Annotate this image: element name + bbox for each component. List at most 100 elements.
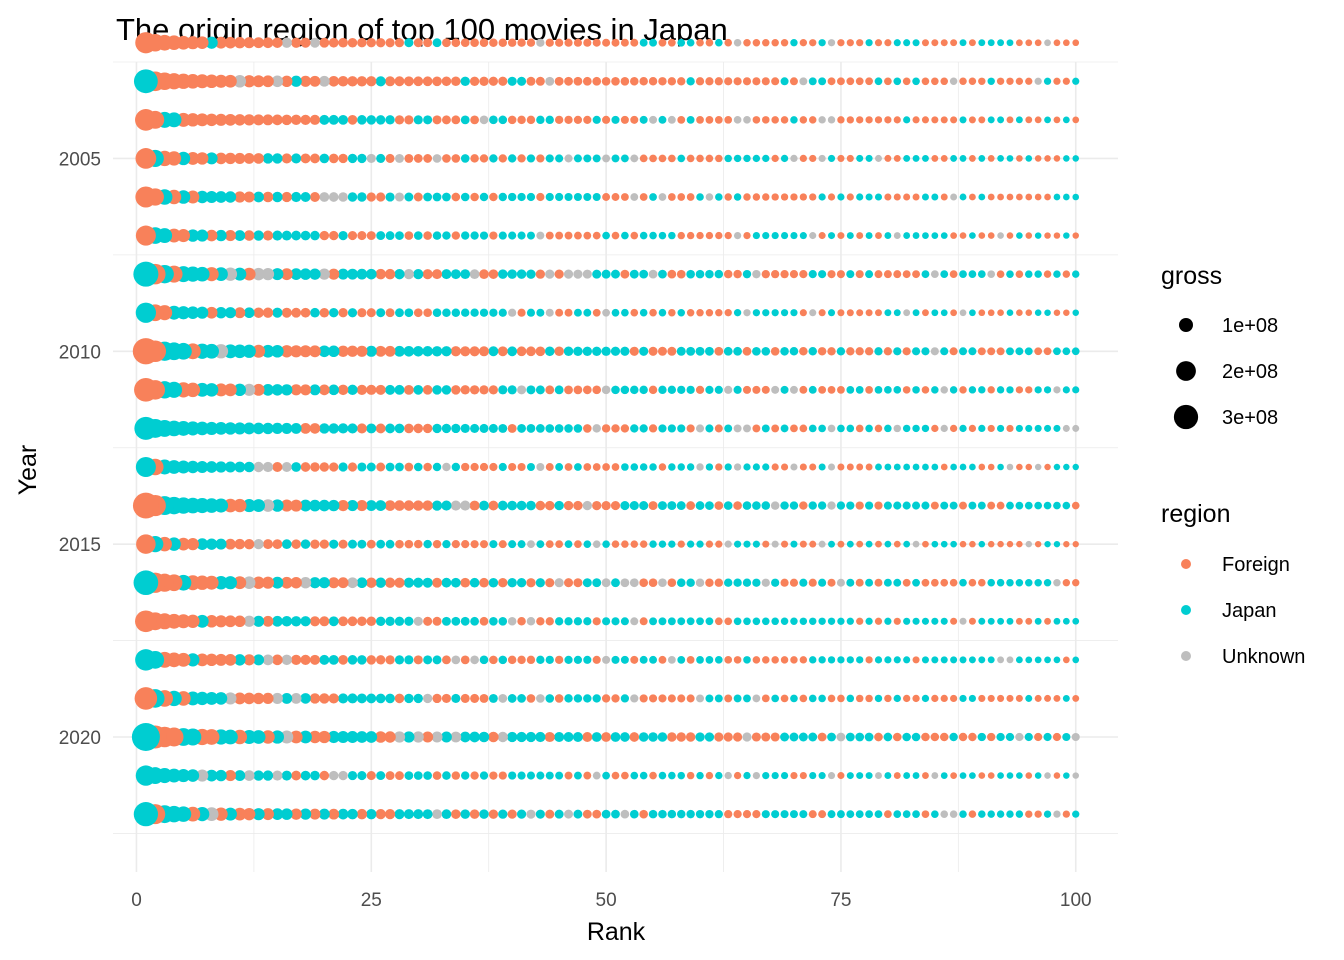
data-point (573, 308, 582, 317)
data-point (498, 385, 508, 395)
data-point (489, 154, 498, 163)
data-point (968, 77, 977, 86)
data-point (799, 540, 807, 548)
data-point (291, 307, 302, 318)
data-point (762, 193, 770, 201)
data-point (281, 37, 292, 48)
data-point (592, 154, 601, 163)
data-point (272, 37, 283, 48)
data-point (893, 463, 901, 471)
data-point (884, 424, 892, 433)
data-point (799, 656, 808, 664)
data-point (1063, 232, 1070, 239)
data-point (677, 809, 686, 819)
data-point (1072, 77, 1080, 85)
data-point (1072, 617, 1080, 625)
data-point (837, 540, 845, 548)
data-point (630, 115, 639, 124)
data-point (704, 732, 715, 742)
data-point (131, 723, 160, 751)
data-point (676, 501, 686, 511)
data-point (592, 115, 601, 124)
data-point (996, 347, 1005, 356)
data-point (903, 463, 911, 471)
data-point (781, 232, 789, 240)
data-point (262, 615, 274, 627)
data-point (743, 116, 751, 124)
data-point (592, 500, 602, 511)
data-point (262, 191, 274, 203)
x-tick-label: 75 (830, 890, 851, 911)
data-point (733, 617, 742, 626)
data-point (648, 269, 658, 279)
data-point (997, 116, 1005, 124)
data-point (855, 501, 864, 510)
data-point (1015, 732, 1024, 742)
data-point (441, 269, 452, 280)
data-point (705, 540, 714, 548)
data-point (714, 116, 723, 124)
data-point (743, 231, 751, 240)
data-point (620, 617, 629, 626)
data-point (1006, 810, 1014, 818)
data-point (498, 577, 508, 588)
data-point (686, 655, 695, 664)
data-point (328, 153, 339, 164)
data-point (517, 192, 526, 202)
data-point (752, 656, 761, 664)
data-point (432, 693, 442, 704)
data-point (715, 231, 723, 240)
data-point (1034, 77, 1042, 85)
data-point (865, 116, 873, 124)
data-point (1053, 810, 1061, 818)
data-point (186, 538, 199, 551)
data-point (743, 771, 751, 780)
data-point (639, 38, 648, 47)
data-point (413, 577, 424, 588)
data-point (1072, 463, 1079, 471)
data-point (310, 307, 320, 318)
data-point (431, 346, 443, 357)
data-point (893, 772, 901, 780)
data-point (743, 694, 751, 703)
data-point (564, 463, 573, 471)
data-point (479, 771, 489, 780)
data-point (318, 577, 330, 589)
data-point (902, 386, 911, 394)
data-point (195, 36, 209, 50)
data-point (893, 694, 901, 703)
data-point (818, 617, 826, 625)
data-point (479, 809, 489, 819)
data-point (940, 347, 949, 356)
data-point (536, 694, 545, 703)
data-point (319, 693, 330, 704)
data-point (488, 693, 498, 703)
data-point (1063, 309, 1070, 316)
data-point (799, 270, 808, 279)
data-point (432, 269, 443, 280)
data-point (1016, 232, 1023, 239)
data-point (781, 463, 789, 471)
data-point (366, 808, 377, 820)
data-point (253, 770, 264, 781)
data-point (300, 539, 311, 549)
data-point (563, 269, 574, 279)
data-point (837, 424, 845, 433)
data-point (224, 74, 237, 88)
data-point (564, 154, 573, 163)
data-point (902, 424, 911, 433)
data-point (489, 115, 498, 125)
data-point (215, 152, 227, 165)
data-point (649, 193, 657, 201)
data-point (214, 692, 228, 705)
data-point (290, 616, 302, 627)
data-point (460, 192, 470, 202)
data-point (611, 269, 620, 279)
data-point (592, 38, 601, 47)
data-point (564, 115, 573, 124)
data-point (658, 38, 667, 47)
data-point (695, 77, 705, 86)
data-point (310, 462, 320, 472)
data-point (742, 77, 752, 86)
data-point (583, 771, 592, 780)
